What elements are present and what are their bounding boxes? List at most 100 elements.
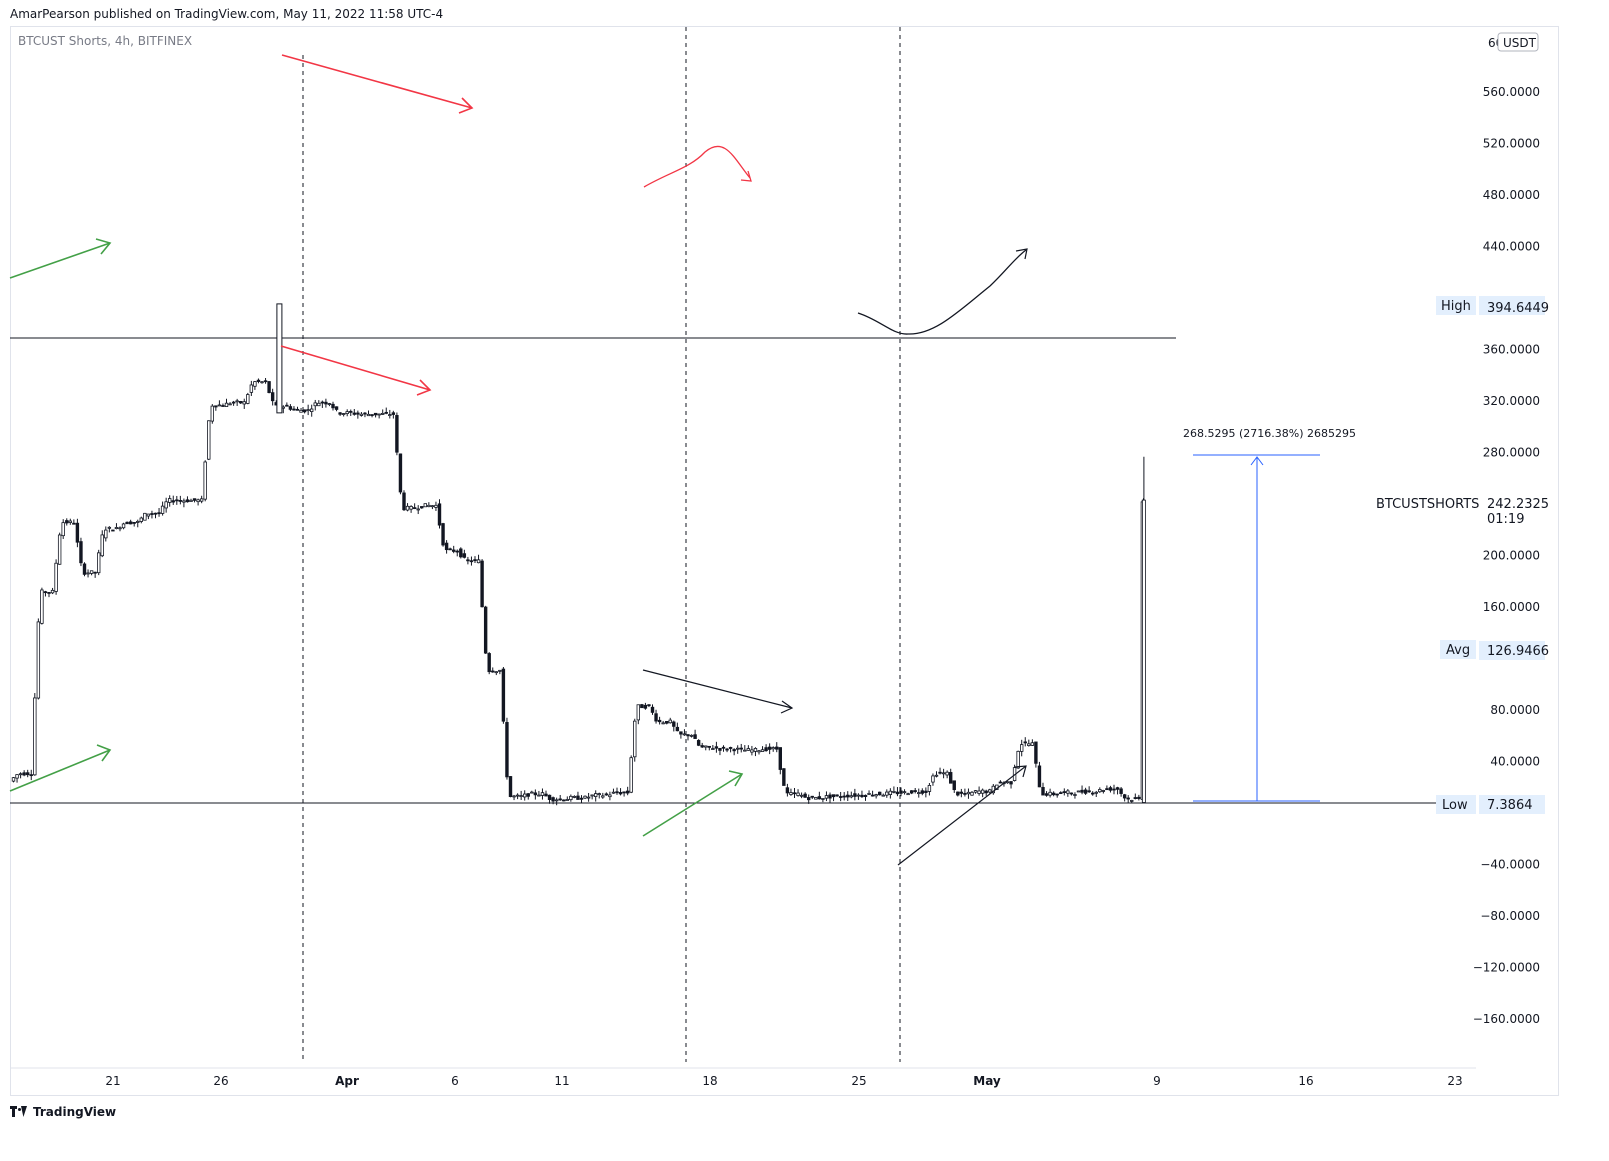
candle-body	[998, 781, 1003, 784]
high-tag-value: 394.6449	[1487, 301, 1549, 316]
candle-body	[693, 734, 697, 739]
candle-body	[288, 406, 293, 410]
candle-body	[249, 384, 254, 393]
candle-body	[519, 795, 523, 797]
last-price-value: 242.2325	[1487, 497, 1549, 512]
candle-body	[1098, 789, 1102, 793]
candle-body	[430, 505, 435, 508]
candle-body	[906, 793, 910, 796]
candle-body	[441, 523, 445, 546]
candle-body	[25, 772, 30, 776]
candle-body	[846, 794, 850, 798]
candle-body	[579, 797, 584, 800]
time-axis-label: 11	[554, 1074, 569, 1088]
candle-body	[1044, 793, 1049, 796]
candle-body	[714, 746, 719, 749]
candles	[11, 303, 1146, 806]
time-axis-label: 16	[1298, 1074, 1313, 1088]
price-axis-label: 200.0000	[1483, 549, 1540, 563]
candle-body	[888, 790, 893, 795]
tradingview-logo-icon	[10, 1106, 28, 1118]
candle-body	[988, 789, 992, 793]
red-curve-arrow	[643, 145, 751, 188]
time-axis-label: 23	[1447, 1074, 1462, 1088]
currency-badge[interactable]: USDT	[1503, 36, 1537, 50]
candle-body	[540, 792, 545, 796]
candle-body	[345, 411, 349, 414]
candle-body	[473, 559, 477, 562]
candle-body	[760, 749, 765, 752]
candle-body	[132, 521, 136, 524]
price-axis[interactable]: 560.0000 520.0000 480.0000 440.0000 360.0000…	[1473, 85, 1540, 1026]
publisher-line: AmarPearson published on TradingView.com…	[10, 7, 444, 21]
candle-body	[359, 413, 364, 416]
candle-body	[434, 504, 438, 508]
candle-body	[1037, 765, 1042, 788]
candle-body	[491, 670, 495, 673]
candle-body	[167, 498, 172, 503]
candle-body	[1059, 792, 1063, 795]
candle-body	[423, 503, 427, 508]
candle-body	[1122, 794, 1127, 799]
high-tag-label: High	[1441, 299, 1471, 314]
candle-body	[331, 403, 335, 409]
black-curve-arrow-head	[1015, 248, 1028, 260]
candle-body	[870, 794, 875, 797]
price-axis-label: 360.0000	[1483, 343, 1540, 357]
candle-body	[526, 793, 530, 797]
candle-body	[721, 746, 726, 749]
candle-body	[157, 512, 161, 515]
price-axis-label: 560.0000	[1483, 85, 1540, 99]
candle-body	[373, 412, 378, 416]
candle-body	[973, 790, 978, 793]
candle-body	[675, 726, 680, 732]
candle-body	[114, 527, 119, 530]
candle-body	[487, 653, 491, 673]
candle-body	[980, 789, 985, 794]
candle-body	[696, 740, 701, 746]
candle-body	[402, 492, 406, 511]
candle-body	[807, 797, 811, 801]
candle-body	[562, 799, 566, 802]
candle-body	[1055, 793, 1059, 796]
candle-body	[93, 571, 97, 574]
high-tag-label-box	[1436, 296, 1476, 315]
candle-body	[583, 795, 587, 799]
candle-body	[547, 794, 552, 800]
candle-body	[65, 520, 69, 524]
candle-body	[224, 402, 229, 407]
candle-body	[849, 795, 853, 798]
candle-body	[878, 791, 882, 796]
candle-body	[711, 748, 715, 750]
candle-body	[838, 796, 843, 798]
price-axis-label: 440.0000	[1483, 240, 1540, 254]
candle-body	[338, 412, 342, 415]
high-tag-value-box	[1479, 296, 1545, 315]
candle-body	[1112, 788, 1116, 791]
candle-body	[874, 794, 878, 797]
black-arrow-down-right	[642, 669, 794, 714]
time-axis[interactable]: 21 26 Apr 6 11 18 25 May 9 16 23	[105, 1074, 1462, 1088]
candle-body	[899, 790, 903, 794]
candle-body	[523, 793, 527, 798]
candle-body	[785, 787, 790, 794]
candle-body	[341, 413, 346, 415]
candle-body	[767, 746, 772, 750]
currency-badge-box[interactable]	[1497, 32, 1539, 52]
candle-body	[537, 794, 541, 797]
candle-body	[743, 749, 747, 752]
candle-body	[853, 793, 857, 797]
candle-body	[810, 795, 814, 798]
candle-body	[1133, 797, 1137, 799]
candle-body	[356, 412, 360, 415]
candle-body	[1005, 781, 1010, 784]
candle-body	[57, 534, 62, 565]
green-arrow-3	[642, 770, 744, 837]
low-tag-value-box	[1479, 795, 1545, 814]
candle-body	[370, 414, 374, 416]
measure-tool[interactable]	[1193, 454, 1320, 802]
candle-body	[398, 453, 403, 493]
candle-body	[728, 747, 733, 749]
candle-body	[544, 793, 548, 797]
